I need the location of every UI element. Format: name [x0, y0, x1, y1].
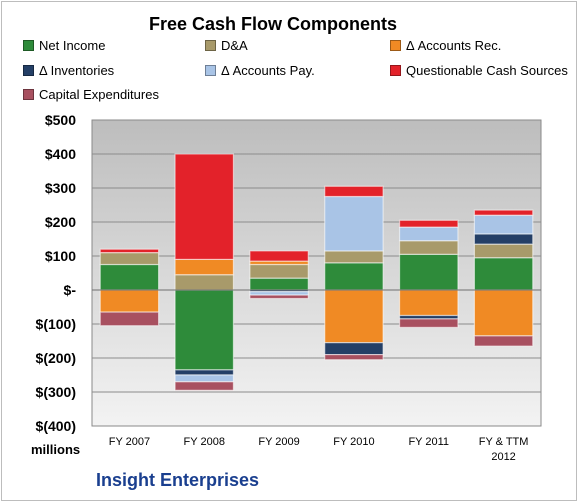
bar-segment [174, 374, 235, 383]
legend-item-net-income: Net Income [23, 38, 105, 53]
legend-label-accounts-pay: Δ Accounts Pay. [221, 63, 315, 78]
chart-title: Free Cash Flow Components [148, 14, 398, 34]
x-tick-label: FY 2008 [184, 436, 225, 448]
bar-segment [324, 262, 384, 291]
bar-segment [99, 248, 160, 254]
y-tick-label: $(200) [36, 350, 76, 366]
bar-segment [473, 214, 534, 235]
legend-item-questionable: Questionable Cash Sources [390, 63, 568, 78]
bar-segment [99, 263, 160, 291]
y-tick-label: $100 [45, 248, 76, 264]
y-tick-label: $300 [45, 180, 76, 196]
bar-segment [398, 219, 459, 228]
bar-segment [398, 253, 459, 291]
legend-item-accounts-rec: Δ Accounts Rec. [390, 38, 501, 53]
bar-segment [324, 289, 384, 344]
legend-item-da: D&A [205, 38, 248, 53]
x-tick-label: FY 2007 [109, 436, 150, 448]
bar-segment [174, 258, 235, 276]
bar-segment [174, 381, 235, 391]
bar-segment [324, 250, 384, 264]
legend-item-inventories: Δ Inventories [23, 63, 114, 78]
legend-swatch-net-income [23, 40, 34, 51]
bar-segment [249, 294, 309, 300]
bar-segment [473, 243, 534, 259]
legend-label-inventories: Δ Inventories [39, 63, 115, 78]
legend-item-accounts-pay: Δ Accounts Pay. [205, 63, 315, 78]
bar-segment [249, 250, 309, 262]
plot-background [91, 119, 542, 427]
bar-segment [99, 289, 160, 313]
bar-segment [324, 342, 384, 356]
bar-segment [249, 263, 309, 279]
bar-segment [473, 335, 534, 347]
legend-swatch-da [205, 40, 216, 51]
bar-segment [99, 252, 160, 266]
bar-segment [473, 257, 534, 291]
legend-label-capex: Capital Expenditures [39, 87, 159, 102]
y-tick-label: $400 [45, 146, 76, 162]
bar-segment [99, 311, 160, 327]
bar-segment [473, 209, 534, 216]
bar-segment [473, 233, 534, 245]
company-label: Insight Enterprises [96, 470, 260, 490]
bar-segment [324, 354, 384, 361]
legend-swatch-inventories [23, 65, 34, 76]
bar-segment [174, 153, 235, 261]
x-tick-label: FY & TTM [479, 436, 529, 448]
y-tick-label: $500 [45, 112, 76, 128]
x-tick-label: 2012 [491, 451, 515, 463]
bar-segment [174, 274, 235, 291]
bar-segment [174, 289, 235, 371]
legend-label-da: D&A [221, 38, 248, 53]
legend-label-questionable: Questionable Cash Sources [406, 63, 568, 78]
legend-swatch-accounts-rec [390, 40, 401, 51]
legend-item-capex: Capital Expenditures [23, 87, 159, 102]
units-label: millions [31, 442, 81, 457]
legend-label-net-income: Net Income [39, 38, 106, 53]
x-tick-label: FY 2010 [333, 436, 374, 448]
legend-label-accounts-rec: Δ Accounts Rec. [406, 38, 502, 53]
legend-swatch-questionable [390, 65, 401, 76]
y-tick-label: $(400) [36, 418, 76, 434]
bar-segment [174, 369, 235, 376]
y-tick-label: $(300) [36, 384, 76, 400]
bar-segment [473, 289, 534, 337]
legend-swatch-accounts-pay [205, 65, 216, 76]
bar-segment [324, 185, 384, 198]
x-tick-label: FY 2011 [408, 436, 449, 448]
x-tick-label: FY 2009 [258, 436, 299, 448]
bar-segment [398, 289, 459, 317]
bar-segment [398, 318, 459, 328]
bar-segment [398, 226, 459, 242]
y-tick-label: $(100) [36, 316, 76, 332]
legend-swatch-capex [23, 89, 34, 100]
y-tick-label: $- [64, 282, 77, 298]
bar-segment [398, 240, 459, 255]
bar-segment [324, 195, 384, 252]
y-tick-label: $200 [45, 214, 76, 230]
bar-segment [249, 277, 309, 291]
